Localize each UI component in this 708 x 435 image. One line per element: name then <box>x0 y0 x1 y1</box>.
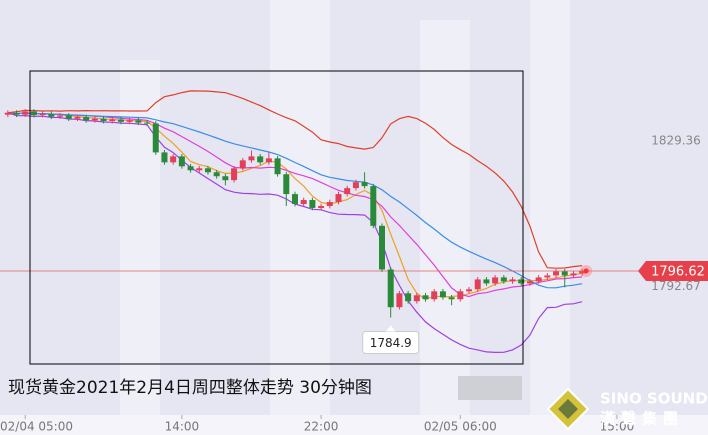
low-label-pointer <box>385 325 396 332</box>
candle-body <box>448 297 455 300</box>
candle-body <box>526 281 533 284</box>
candle-body <box>65 115 72 119</box>
candle-body <box>570 273 577 276</box>
candle-body <box>291 194 298 205</box>
candle-body <box>335 194 342 203</box>
candle-body <box>492 277 499 284</box>
indicator-line <box>7 90 583 269</box>
last-price-dot <box>583 268 589 274</box>
candle-body <box>413 295 420 302</box>
candle-body <box>387 269 394 308</box>
candle-body <box>74 117 81 119</box>
candle-body <box>326 202 333 206</box>
candle-body <box>30 111 37 116</box>
candle-body <box>300 200 307 205</box>
candle-body <box>196 168 203 171</box>
candle-body <box>431 291 438 300</box>
low-label: 1784.9 <box>370 336 412 350</box>
candle-body <box>579 271 586 274</box>
candle-body <box>126 120 133 122</box>
candle-body <box>13 112 20 115</box>
candle-body <box>178 156 185 167</box>
candle-body <box>344 188 351 195</box>
candle-body <box>170 156 177 163</box>
x-tick-label: 22:00 <box>304 420 339 434</box>
candle-body <box>518 279 525 284</box>
candle-body <box>544 275 551 278</box>
candle-body <box>396 293 403 308</box>
candle-body <box>83 117 90 121</box>
candle-body <box>257 156 264 163</box>
candle-body <box>500 277 507 282</box>
candle-body <box>91 118 98 121</box>
x-tick-label: 02/05 06:00 <box>424 420 497 434</box>
candle-body <box>309 200 316 208</box>
candle-body <box>405 293 412 302</box>
candle-body <box>48 113 55 117</box>
candle-body <box>561 271 568 276</box>
candle-body <box>144 122 151 124</box>
candle-body <box>379 225 386 270</box>
candle-body <box>274 158 281 175</box>
candle-body <box>204 168 211 173</box>
watermark-logo <box>546 387 590 431</box>
candle-body <box>4 112 11 115</box>
candle-body <box>283 174 290 195</box>
price-tag <box>638 261 708 282</box>
x-tick-label: 02/04 05:00 <box>0 420 73 434</box>
candle-body <box>370 186 377 226</box>
candle-body <box>248 156 255 161</box>
candle-body <box>439 291 446 298</box>
candle-body <box>318 205 325 208</box>
candle-body <box>361 182 368 187</box>
candle-body <box>22 111 29 115</box>
candle-body <box>109 119 116 122</box>
price-tag-label: 1796.62 <box>651 265 705 280</box>
candle-body <box>231 168 238 181</box>
x-axis-band <box>0 415 708 435</box>
candle-body <box>213 172 220 177</box>
candle-body <box>535 277 542 282</box>
candle-body <box>187 166 194 171</box>
watermark-name: 漢聲集團 <box>600 410 684 428</box>
candle-body <box>57 115 64 117</box>
blur-patch <box>458 376 522 400</box>
caption: 现货黄金2021年2月4日周四整体走势 30分钟图 <box>8 378 372 398</box>
candle-body <box>352 182 359 189</box>
candle-body <box>553 271 560 276</box>
candle-body <box>239 160 246 169</box>
watermark-brand: SINO SOUND <box>600 390 708 408</box>
candle-body <box>265 158 272 163</box>
candle-body <box>422 295 429 300</box>
candle-body <box>457 291 464 300</box>
candle-body <box>466 289 473 292</box>
candle-body <box>135 120 142 123</box>
candle-body <box>39 113 46 116</box>
candle-body <box>100 118 107 122</box>
y-tick-label: 1829.36 <box>651 134 701 148</box>
x-tick-label: 14:00 <box>165 420 200 434</box>
candle-body <box>152 123 159 153</box>
candle-body <box>509 279 516 282</box>
candle-body <box>483 279 490 284</box>
candle-body <box>222 176 229 181</box>
y-tick-label: 1792.67 <box>651 279 701 293</box>
candle-body <box>161 152 168 163</box>
candle-body <box>474 279 481 290</box>
candle-body <box>117 119 124 122</box>
highlight-box <box>29 70 524 365</box>
x-tick-label: 15:00 <box>600 420 635 434</box>
